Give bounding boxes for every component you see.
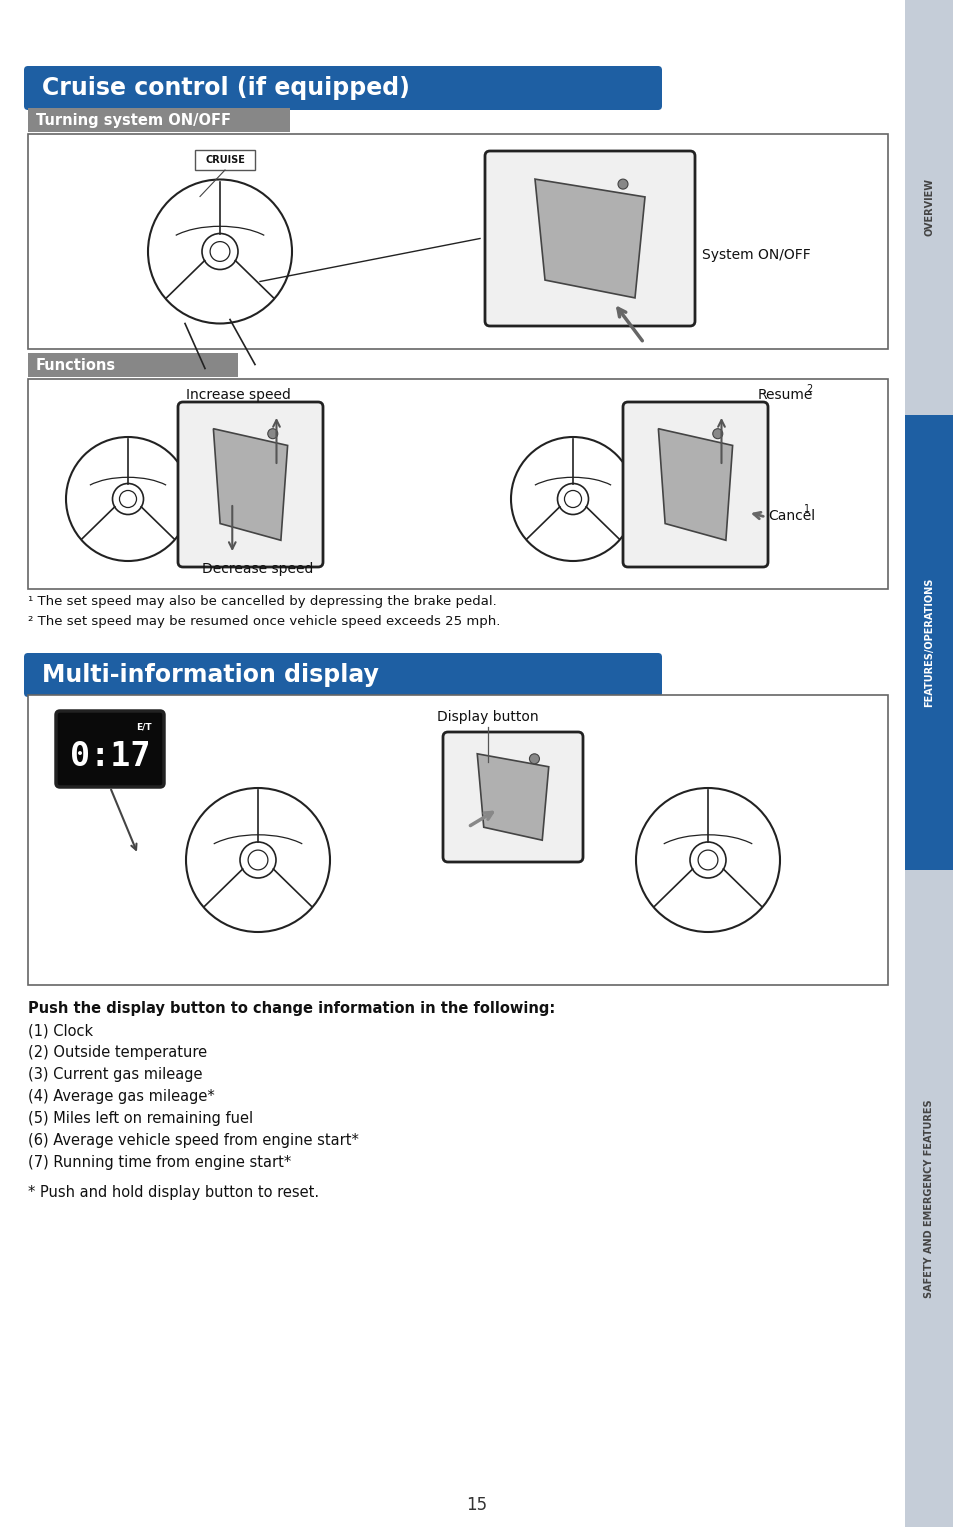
Text: 2: 2 bbox=[805, 383, 811, 394]
Text: (5) Miles left on remaining fuel: (5) Miles left on remaining fuel bbox=[28, 1112, 253, 1125]
Text: SAFETY AND EMERGENCY FEATURES: SAFETY AND EMERGENCY FEATURES bbox=[923, 1099, 934, 1298]
Text: Decrease speed: Decrease speed bbox=[202, 562, 314, 576]
Text: 1: 1 bbox=[803, 504, 809, 515]
FancyBboxPatch shape bbox=[24, 654, 661, 696]
Text: Turning system ON/OFF: Turning system ON/OFF bbox=[36, 113, 231, 127]
FancyBboxPatch shape bbox=[24, 66, 661, 110]
Text: (2) Outside temperature: (2) Outside temperature bbox=[28, 1044, 207, 1060]
Text: Push the display button to change information in the following:: Push the display button to change inform… bbox=[28, 1002, 555, 1015]
Bar bbox=[28, 353, 237, 377]
FancyBboxPatch shape bbox=[484, 151, 695, 325]
FancyBboxPatch shape bbox=[56, 712, 164, 786]
Bar bbox=[904, 0, 953, 1527]
FancyBboxPatch shape bbox=[442, 731, 582, 863]
Text: (1) Clock: (1) Clock bbox=[28, 1023, 93, 1038]
FancyBboxPatch shape bbox=[178, 402, 323, 567]
Bar bbox=[28, 695, 887, 985]
Polygon shape bbox=[535, 179, 644, 298]
Circle shape bbox=[712, 429, 722, 438]
Bar bbox=[28, 134, 887, 350]
Bar bbox=[28, 108, 290, 131]
Bar bbox=[904, 415, 953, 870]
FancyBboxPatch shape bbox=[622, 402, 767, 567]
Text: Cruise control (if equipped): Cruise control (if equipped) bbox=[42, 76, 410, 99]
Text: 0:17: 0:17 bbox=[70, 741, 150, 774]
Text: FEATURES/OPERATIONS: FEATURES/OPERATIONS bbox=[923, 577, 934, 707]
Circle shape bbox=[618, 179, 627, 189]
Text: E/T: E/T bbox=[136, 722, 152, 731]
Text: (3) Current gas mileage: (3) Current gas mileage bbox=[28, 1067, 202, 1083]
Circle shape bbox=[529, 754, 538, 764]
Text: 15: 15 bbox=[466, 1496, 487, 1513]
Bar bbox=[194, 150, 254, 169]
Text: Cancel: Cancel bbox=[767, 508, 814, 522]
Text: Resume: Resume bbox=[758, 388, 813, 402]
Bar bbox=[28, 379, 887, 589]
Text: (6) Average vehicle speed from engine start*: (6) Average vehicle speed from engine st… bbox=[28, 1133, 358, 1148]
Text: (7) Running time from engine start*: (7) Running time from engine start* bbox=[28, 1154, 291, 1170]
Text: Increase speed: Increase speed bbox=[186, 388, 290, 402]
Text: CRUISE: CRUISE bbox=[205, 156, 245, 165]
Polygon shape bbox=[476, 754, 548, 840]
Text: OVERVIEW: OVERVIEW bbox=[923, 179, 934, 237]
Text: Functions: Functions bbox=[36, 357, 116, 373]
Text: (4) Average gas mileage*: (4) Average gas mileage* bbox=[28, 1089, 214, 1104]
Text: ² The set speed may be resumed once vehicle speed exceeds 25 mph.: ² The set speed may be resumed once vehi… bbox=[28, 615, 500, 628]
Polygon shape bbox=[213, 429, 287, 541]
Text: Display button: Display button bbox=[436, 710, 538, 724]
Polygon shape bbox=[658, 429, 732, 541]
Text: Multi-information display: Multi-information display bbox=[42, 663, 378, 687]
Text: ¹ The set speed may also be cancelled by depressing the brake pedal.: ¹ The set speed may also be cancelled by… bbox=[28, 596, 497, 608]
Text: System ON/OFF: System ON/OFF bbox=[701, 247, 810, 263]
Circle shape bbox=[268, 429, 277, 438]
Text: * Push and hold display button to reset.: * Push and hold display button to reset. bbox=[28, 1185, 319, 1200]
